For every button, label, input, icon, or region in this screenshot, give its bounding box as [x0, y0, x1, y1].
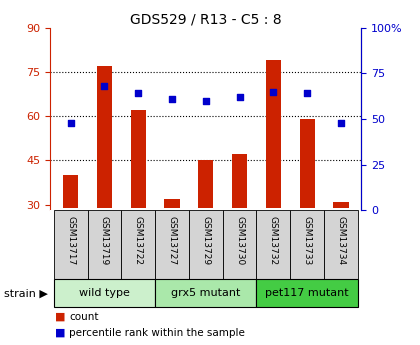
Bar [223, 210, 257, 279]
Text: GSM13722: GSM13722 [134, 216, 143, 265]
Bar [299, 119, 315, 207]
Bar [63, 175, 78, 207]
Text: GSM13732: GSM13732 [269, 216, 278, 265]
Text: percentile rank within the sample: percentile rank within the sample [69, 328, 245, 338]
Bar [290, 210, 324, 279]
Point [135, 91, 142, 96]
Point [67, 120, 74, 126]
Point [169, 96, 176, 102]
Bar [87, 210, 121, 279]
Text: GSM13717: GSM13717 [66, 216, 75, 265]
Point [202, 98, 209, 104]
Point [304, 91, 310, 96]
Bar [97, 66, 112, 207]
Bar [232, 155, 247, 207]
Bar [54, 210, 87, 279]
Text: pet117 mutant: pet117 mutant [265, 288, 349, 298]
Point [270, 89, 277, 94]
Text: ■: ■ [55, 328, 65, 338]
Bar [333, 201, 349, 207]
Bar [155, 279, 257, 307]
Bar [257, 279, 358, 307]
Title: GDS529 / R13 - C5 : 8: GDS529 / R13 - C5 : 8 [130, 12, 282, 27]
Text: GSM13734: GSM13734 [336, 216, 345, 265]
Text: strain ▶: strain ▶ [4, 288, 48, 298]
Text: grx5 mutant: grx5 mutant [171, 288, 241, 298]
Text: GSM13730: GSM13730 [235, 216, 244, 265]
Bar [266, 60, 281, 207]
Text: GSM13733: GSM13733 [303, 216, 312, 265]
Bar [189, 210, 223, 279]
Text: count: count [69, 312, 99, 322]
Bar [121, 210, 155, 279]
Text: GSM13729: GSM13729 [201, 216, 210, 265]
Bar [54, 279, 155, 307]
Point [236, 94, 243, 100]
Bar [155, 210, 189, 279]
Bar [164, 199, 180, 207]
Text: GSM13727: GSM13727 [168, 216, 176, 265]
Text: wild type: wild type [79, 288, 130, 298]
Text: ■: ■ [55, 312, 65, 322]
Point [101, 83, 108, 89]
Point [338, 120, 344, 126]
Bar [324, 210, 358, 279]
Bar [257, 210, 290, 279]
Bar [198, 160, 213, 207]
Text: GSM13719: GSM13719 [100, 216, 109, 265]
Bar [131, 110, 146, 207]
